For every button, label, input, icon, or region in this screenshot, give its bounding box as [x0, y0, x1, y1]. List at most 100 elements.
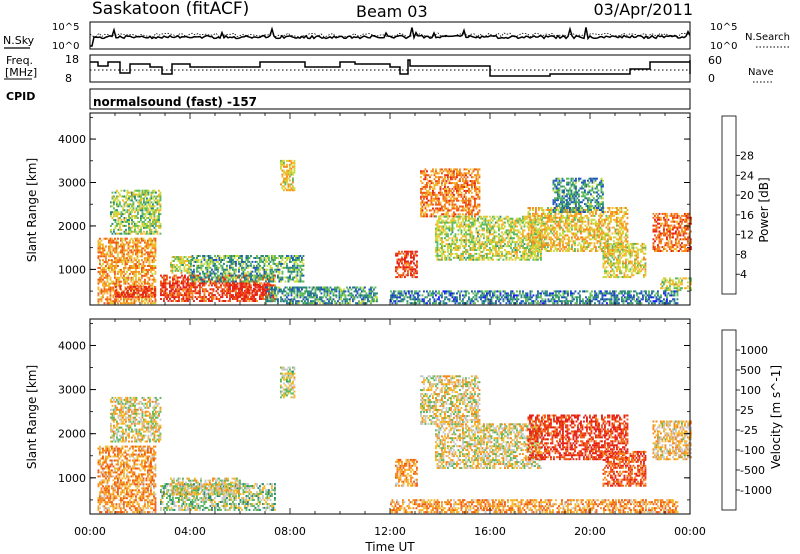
heatmap-cell	[290, 161, 293, 164]
heatmap-cell	[120, 245, 122, 248]
heatmap-cell	[125, 291, 128, 294]
heatmap-cell	[126, 220, 129, 223]
heatmap-cell	[152, 203, 154, 206]
heatmap-cell	[129, 284, 131, 287]
heatmap-cell	[145, 291, 147, 294]
heatmap-cell	[450, 233, 452, 236]
heatmap-cell	[445, 221, 448, 224]
heatmap-cell	[474, 168, 476, 171]
heatmap-cell	[126, 290, 128, 293]
heatmap-cell	[130, 298, 133, 301]
heatmap-cell	[277, 257, 279, 259]
heatmap-cell	[426, 213, 428, 216]
heatmap-cell	[108, 267, 110, 269]
heatmap-cell	[141, 282, 143, 285]
heatmap-cell	[527, 212, 530, 215]
heatmap-cell	[235, 285, 237, 288]
heatmap-cell	[114, 272, 116, 275]
heatmap-cell	[147, 259, 149, 262]
heatmap-cell	[566, 242, 569, 245]
heatmap-cell	[495, 249, 497, 251]
heatmap-cell	[529, 237, 532, 240]
heatmap-cell	[263, 264, 266, 267]
heatmap-cell	[260, 274, 263, 277]
heatmap-cell	[424, 184, 427, 186]
heatmap-cell	[575, 232, 578, 235]
heatmap-cell	[126, 263, 128, 266]
heatmap-cell	[133, 295, 135, 298]
heatmap-cell	[405, 252, 408, 255]
heatmap-cell	[411, 276, 414, 279]
heatmap-cell	[203, 278, 206, 281]
heatmap-cell	[447, 186, 449, 188]
heatmap-cell	[441, 205, 443, 208]
heatmap-cell	[248, 272, 251, 275]
heatmap-cell	[146, 205, 148, 208]
heatmap-cell	[142, 284, 145, 287]
heatmap-cell	[527, 222, 530, 225]
heatmap-cell	[185, 292, 188, 295]
heatmap-cell	[111, 268, 113, 271]
heatmap-cell	[289, 167, 291, 170]
heatmap-cell	[247, 285, 249, 288]
heatmap-cell	[208, 266, 210, 269]
heatmap-cell	[533, 230, 536, 233]
heatmap-cell	[572, 220, 575, 223]
heatmap-cell	[550, 220, 552, 223]
heatmap-cell	[154, 298, 157, 301]
heatmap-cell	[160, 274, 162, 277]
heatmap-cell	[169, 280, 171, 283]
heatmap-cell	[248, 257, 251, 259]
heatmap-cell	[137, 287, 140, 290]
heatmap-cell	[229, 298, 231, 300]
heatmap-cell	[535, 236, 537, 239]
heatmap-cell	[129, 268, 131, 271]
heatmap-cell	[135, 278, 137, 281]
heatmap-cell	[436, 207, 439, 210]
heatmap-cell	[441, 256, 443, 259]
heatmap-cell	[462, 258, 464, 261]
heatmap-cell	[272, 260, 275, 263]
heatmap-cell	[176, 278, 179, 281]
heatmap-cell	[102, 268, 104, 271]
heatmap-cell	[202, 270, 204, 273]
heatmap-cell	[248, 293, 251, 296]
heatmap-cell	[109, 259, 112, 262]
heatmap-cell	[99, 290, 101, 293]
heatmap-cell	[223, 288, 225, 291]
heatmap-cell	[117, 213, 120, 216]
heatmap-cell	[120, 219, 123, 221]
heatmap-cell	[178, 284, 180, 287]
heatmap-cell	[539, 244, 542, 247]
heatmap-cell	[486, 239, 488, 242]
heatmap-cell	[527, 220, 530, 223]
heatmap-cell	[562, 236, 564, 239]
heatmap-cell	[138, 193, 141, 196]
heatmap-cell	[468, 213, 470, 216]
heatmap-cell	[138, 270, 140, 273]
heatmap-cell	[200, 278, 203, 281]
heatmap-cell	[116, 232, 118, 235]
heatmap-cell	[103, 288, 106, 291]
heatmap-cell	[436, 250, 439, 253]
heatmap-cell	[193, 280, 195, 283]
heatmap-cell	[554, 222, 557, 225]
heatmap-cell	[167, 296, 170, 299]
heatmap-cell	[189, 256, 192, 259]
heatmap-cell	[435, 197, 437, 200]
heatmap-cell	[151, 243, 154, 246]
heatmap-cell	[250, 264, 252, 267]
heatmap-cell	[254, 274, 257, 277]
heatmap-cell	[536, 250, 539, 252]
heatmap-cell	[487, 229, 490, 232]
heatmap-cell	[242, 282, 245, 285]
heatmap-cell	[108, 268, 110, 271]
heatmap-cell	[414, 276, 417, 279]
heatmap-cell	[527, 232, 530, 235]
heatmap-cell	[263, 293, 266, 296]
heatmap-cell	[475, 229, 478, 232]
heatmap-cell	[99, 270, 101, 273]
heatmap-cell	[118, 282, 121, 285]
heatmap-cell	[208, 276, 210, 279]
heatmap-cell	[112, 280, 115, 283]
